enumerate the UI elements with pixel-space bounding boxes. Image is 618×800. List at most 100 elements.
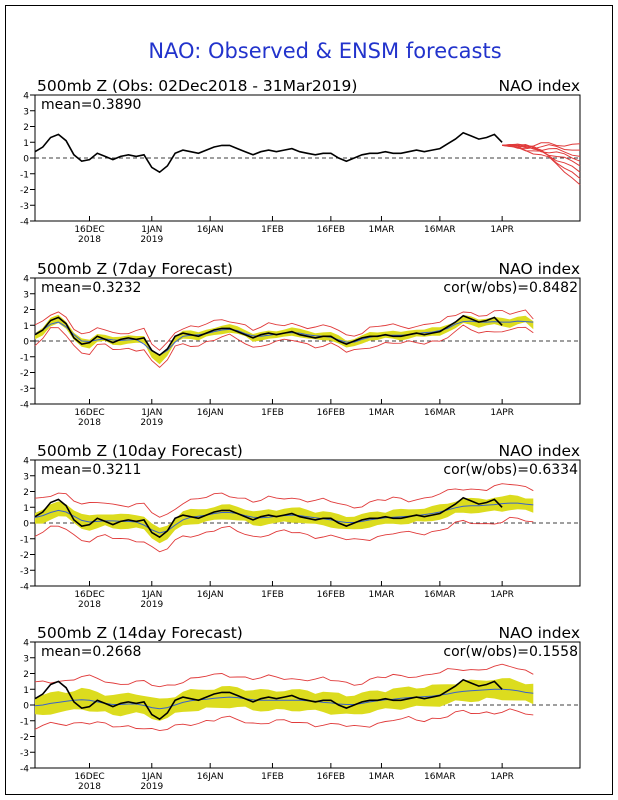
ensemble-min-line [34,708,534,732]
panel-header-left: 500mb Z (7day Forecast) [37,260,233,278]
figure-border [5,5,613,795]
x-tick-year-label: 2018 [78,600,101,610]
x-tick-label: 16MAR [424,408,456,418]
y-tick-label: 0 [23,338,29,348]
panel-header-right: NAO index [499,260,580,278]
x-tick-label: 16MAR [424,772,456,782]
y-tick-label: -2 [20,733,29,743]
x-tick-label: 1MAR [369,590,395,600]
y-tick-label: 0 [23,702,29,712]
y-tick-label: 2 [23,670,29,680]
ensemble-max-line [34,309,534,351]
x-tick-label: 16FEB [317,408,346,418]
x-tick-label: 16DEC [74,408,104,418]
panel-correlation-label: cor(w/obs)=0.1558 [443,644,578,660]
observed-series-line [34,314,503,357]
y-tick-label: 2 [23,123,29,133]
x-tick-year-label: 2018 [78,782,101,792]
y-tick-label: 1 [23,322,29,332]
x-tick-label: 16MAR [424,590,456,600]
x-tick-year-label: 2018 [78,418,101,428]
x-tick-label: 1APR [490,408,514,418]
x-tick-label: 16JAN [197,225,224,235]
x-tick-label: 1APR [490,772,514,782]
y-tick-label: -4 [20,218,29,228]
x-tick-year-label: 2018 [78,235,101,245]
figure-title: NAO: Observed & ENSM forecasts [148,39,501,63]
y-tick-label: 1 [23,686,29,696]
panels-container: 500mb Z (Obs: 02Dec2018 - 31Mar2019) NAO … [20,77,581,792]
x-tick-label: 1FEB [261,772,284,782]
x-tick-label: 16JAN [197,590,224,600]
y-tick-label: 4 [23,92,29,102]
y-tick-label: 0 [23,155,29,165]
x-tick-label: 1JAN [141,408,162,418]
x-tick-year-label: 2019 [140,600,163,610]
x-tick-label: 16FEB [317,225,346,235]
x-tick-label: 1MAR [369,225,395,235]
panel-header-right: NAO index [499,624,580,642]
ensemble-min-line [34,516,534,553]
x-tick-label: 1JAN [141,772,162,782]
x-tick-label: 16FEB [317,772,346,782]
y-tick-label: -1 [20,535,29,545]
panel-mean-label: mean=0.2668 [41,644,141,660]
ensemble-max-line [34,663,534,688]
panel-mean-label: mean=0.3211 [41,462,141,478]
x-tick-label: 16JAN [197,772,224,782]
x-tick-label: 1FEB [261,590,284,600]
nao-panel-3: 500mb Z (10day Forecast) NAO index 4 3 2 1 0 -1… [20,442,581,610]
x-tick-label: 1JAN [141,590,162,600]
x-tick-label: 1FEB [261,408,284,418]
y-tick-label: -3 [20,385,29,395]
x-tick-label: 1APR [490,225,514,235]
y-tick-label: -3 [20,567,29,577]
nao-panel-2: 500mb Z (7day Forecast) NAO index 4 3 2 1 0 -1 -… [20,260,581,428]
y-tick-label: 0 [23,520,29,530]
y-tick-label: 3 [23,107,29,117]
x-tick-year-label: 2019 [140,418,163,428]
plot-frame [34,94,581,222]
x-tick-label: 1MAR [369,408,395,418]
observed-series-line [34,678,503,721]
y-tick-label: 1 [23,139,29,149]
x-tick-year-label: 2019 [140,235,163,245]
x-tick-label: 16DEC [74,225,104,235]
panel-mean-label: mean=0.3890 [41,97,141,113]
panel-correlation-label: cor(w/obs)=0.6334 [443,462,578,478]
y-tick-label: -2 [20,551,29,561]
ensemble-min-line [34,324,534,369]
x-tick-label: 1FEB [261,225,284,235]
y-tick-label: 3 [23,290,29,300]
y-tick-label: -1 [20,353,29,363]
ensemble-max-line [34,483,534,518]
x-tick-label: 16MAR [424,225,456,235]
x-tick-label: 16DEC [74,772,104,782]
y-tick-label: -4 [20,583,29,593]
panel-header-right: NAO index [499,77,580,95]
panel-mean-label: mean=0.3232 [41,280,141,296]
y-tick-label: 3 [23,654,29,664]
y-tick-label: -1 [20,170,29,180]
panel-header-right: NAO index [499,442,580,460]
x-tick-year-label: 2019 [140,782,163,792]
y-tick-label: 4 [23,275,29,285]
y-tick-label: 3 [23,472,29,482]
y-tick-label: 4 [23,639,29,649]
forecast-member-line [502,143,580,151]
x-tick-label: 1APR [490,590,514,600]
panel-header-left: 500mb Z (Obs: 02Dec2018 - 31Mar2019) [37,77,357,95]
forecast-member-line [502,143,581,162]
y-tick-label: -2 [20,186,29,196]
y-tick-label: -3 [20,749,29,759]
y-tick-label: 2 [23,306,29,316]
y-tick-label: 1 [23,504,29,514]
x-tick-label: 1JAN [141,225,162,235]
y-tick-label: -4 [20,401,29,411]
ensemble-spread-band [35,678,534,721]
y-tick-label: -1 [20,717,29,727]
panel-correlation-label: cor(w/obs)=0.8482 [443,280,578,296]
observed-series-line [34,496,503,539]
nao-panel-4: 500mb Z (14day Forecast) NAO index 4 3 2 1 0 -1… [20,624,581,792]
